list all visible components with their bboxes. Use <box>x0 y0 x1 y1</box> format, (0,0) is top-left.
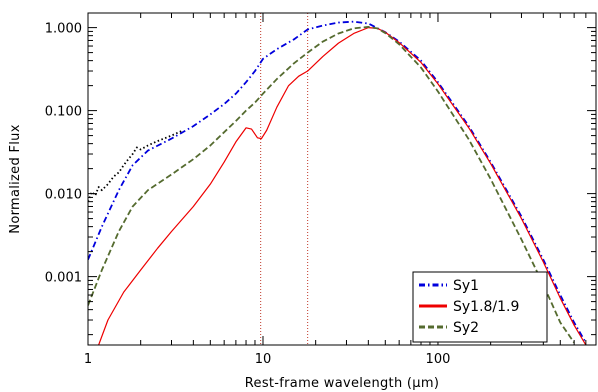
x-tick-label-2: 100 <box>426 352 451 367</box>
plot-frame <box>87 12 597 346</box>
y-tick-label-2: 0.100 <box>45 105 82 120</box>
x-tick-label-0: 1 <box>84 352 92 367</box>
y-tick-label-3: 1.000 <box>45 22 82 37</box>
series-line-2 <box>98 27 587 345</box>
legend-label-2: Sy2 <box>453 320 479 336</box>
tick-labels: 1 10 100 0.001 0.010 0.100 1.000 <box>45 22 451 367</box>
x-axis-title: Rest-frame wavelength (μm) <box>245 376 439 391</box>
series-line-0 <box>88 20 587 344</box>
x-tick-label-1: 10 <box>255 352 272 367</box>
legend: Sy1 Sy1.8/1.9 Sy2 <box>412 271 548 343</box>
legend-label-0: Sy1 <box>453 278 479 294</box>
y-tick-label-1: 0.010 <box>45 188 82 203</box>
plot-lines <box>88 13 587 345</box>
y-tick-label-0: 0.001 <box>45 271 82 286</box>
series-line-1 <box>88 129 184 202</box>
series-line-3 <box>88 26 575 344</box>
legend-label-1: Sy1.8/1.9 <box>453 299 519 315</box>
y-axis-title: Normalized Flux <box>8 124 23 233</box>
